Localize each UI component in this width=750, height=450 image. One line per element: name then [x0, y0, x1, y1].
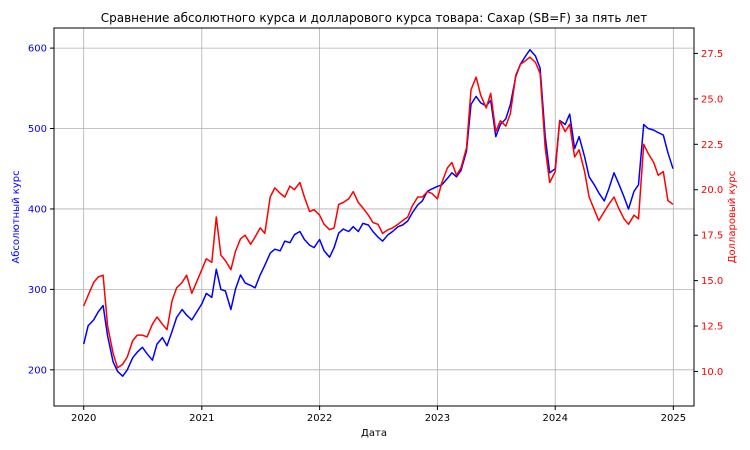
x-axis-label: Дата	[361, 428, 387, 439]
left-y-axis-ticks: 200 300 400 500 600	[28, 44, 54, 376]
grid-lines	[54, 28, 694, 406]
x-tick-label: 2021	[189, 413, 214, 424]
x-tick-label: 2024	[542, 413, 567, 424]
left-y-tick-label: 300	[28, 285, 47, 296]
right-y-tick-label: 22.5	[701, 140, 723, 151]
right-y-tick-label: 25.0	[701, 94, 723, 105]
right-y-tick-label: 15.0	[701, 276, 723, 287]
x-tick-label: 2025	[661, 413, 686, 424]
chart-title: Сравнение абсолютного курса и долларовог…	[101, 11, 648, 25]
absolute-price-line	[82, 48, 674, 377]
right-y-tick-label: 10.0	[701, 367, 723, 378]
dollar-price-line	[83, 56, 674, 369]
series-layer	[82, 48, 674, 377]
x-axis-ticks: 2020 2021 2022 2023 2024 2025	[71, 406, 686, 424]
left-y-tick-label: 500	[28, 124, 47, 135]
right-y-axis-label: Долларовый курс	[727, 171, 738, 264]
right-y-tick-label: 20.0	[701, 185, 723, 196]
x-tick-label: 2022	[307, 413, 332, 424]
x-tick-label: 2023	[425, 413, 450, 424]
left-y-tick-label: 400	[28, 204, 47, 215]
left-y-axis-label: Абсолютный курс	[11, 170, 22, 263]
right-y-axis-ticks: 10.0 12.5 15.0 17.5 20.0 22.5 25.0 27.5	[694, 49, 723, 378]
right-y-tick-label: 27.5	[701, 49, 723, 60]
right-y-tick-label: 12.5	[701, 322, 723, 333]
x-tick-label: 2020	[71, 413, 96, 424]
right-y-tick-label: 17.5	[701, 231, 723, 242]
left-y-tick-label: 200	[28, 365, 47, 376]
plot-frame	[53, 27, 695, 407]
left-y-tick-label: 600	[28, 44, 47, 55]
